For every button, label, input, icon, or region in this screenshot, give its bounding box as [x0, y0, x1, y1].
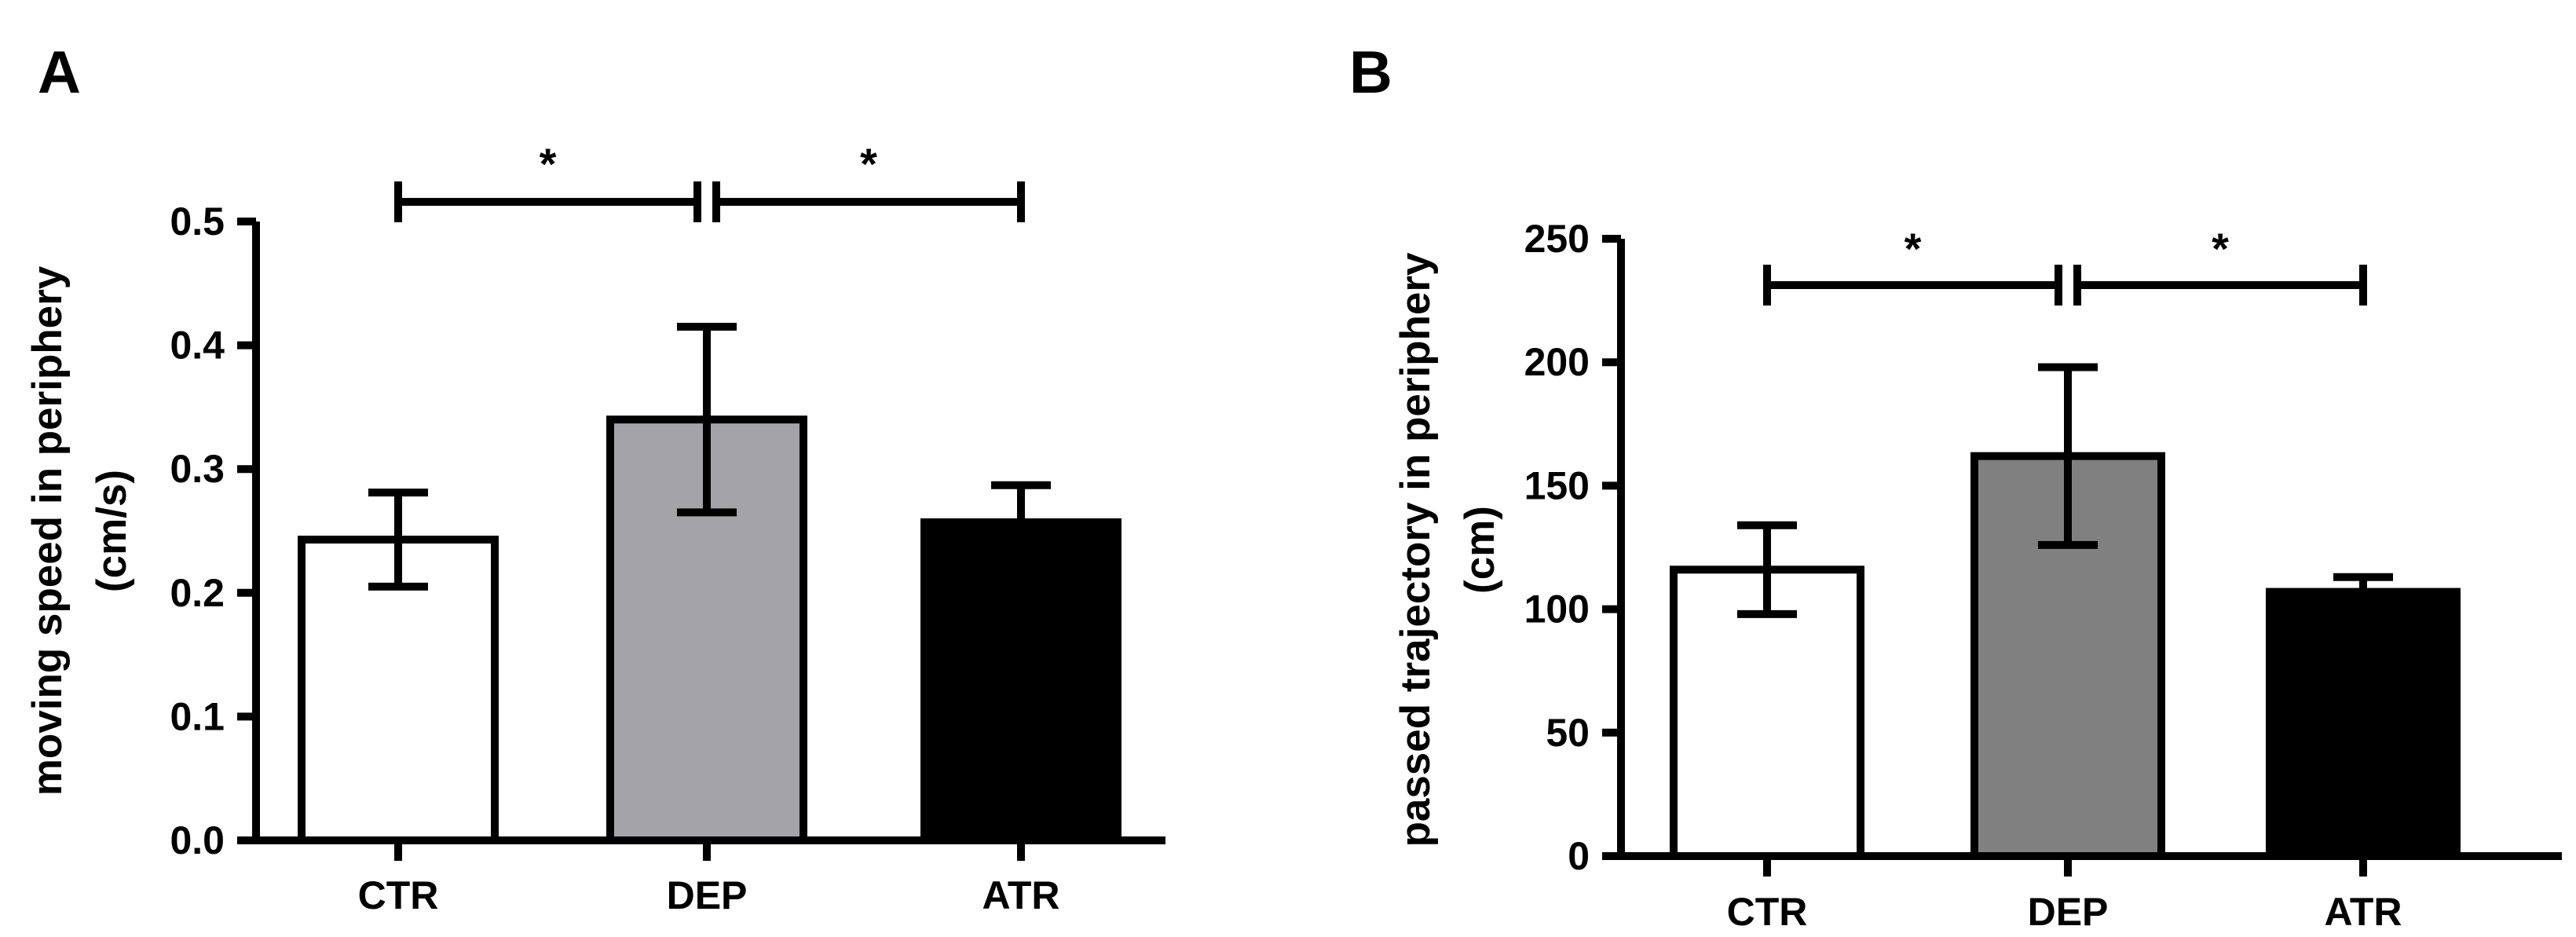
y-tick-label: 0.0: [170, 818, 225, 862]
x-category-label: ATR: [2324, 890, 2402, 934]
y-tick-label: 0.2: [170, 571, 225, 615]
x-category-label: DEP: [2028, 890, 2109, 934]
significance-star: *: [540, 139, 557, 188]
y-tick-label: 0.3: [170, 447, 225, 491]
x-category-label: DEP: [667, 873, 748, 917]
y-tick-label: 0: [1568, 834, 1590, 878]
x-category-label: ATR: [982, 873, 1059, 917]
y-tick-label: 250: [1524, 217, 1590, 261]
y-axis-title: (cm/s): [89, 470, 135, 592]
x-category-label: CTR: [358, 873, 439, 917]
y-tick-label: 0.4: [170, 324, 225, 368]
y-tick-label: 200: [1524, 340, 1590, 384]
panel-label: B: [1349, 39, 1392, 106]
y-tick-label: 0.5: [170, 199, 225, 243]
y-tick-label: 150: [1524, 463, 1590, 507]
bar-atr: [2266, 587, 2461, 860]
y-tick-label: 100: [1524, 587, 1590, 631]
y-axis-title: moving speed in periphery: [24, 265, 71, 796]
y-axis-title: passed trajectory in periphery: [1392, 252, 1439, 847]
y-tick-label: 0.1: [170, 694, 225, 738]
bar-atr: [920, 518, 1122, 845]
panel-label: A: [38, 39, 81, 106]
significance-star: *: [2212, 224, 2229, 273]
y-axis-title: (cm): [1457, 506, 1503, 594]
y-tick-label: 50: [1546, 711, 1590, 755]
significance-star: *: [860, 139, 877, 188]
significance-star: *: [1905, 224, 1922, 273]
x-category-label: CTR: [1727, 890, 1808, 934]
